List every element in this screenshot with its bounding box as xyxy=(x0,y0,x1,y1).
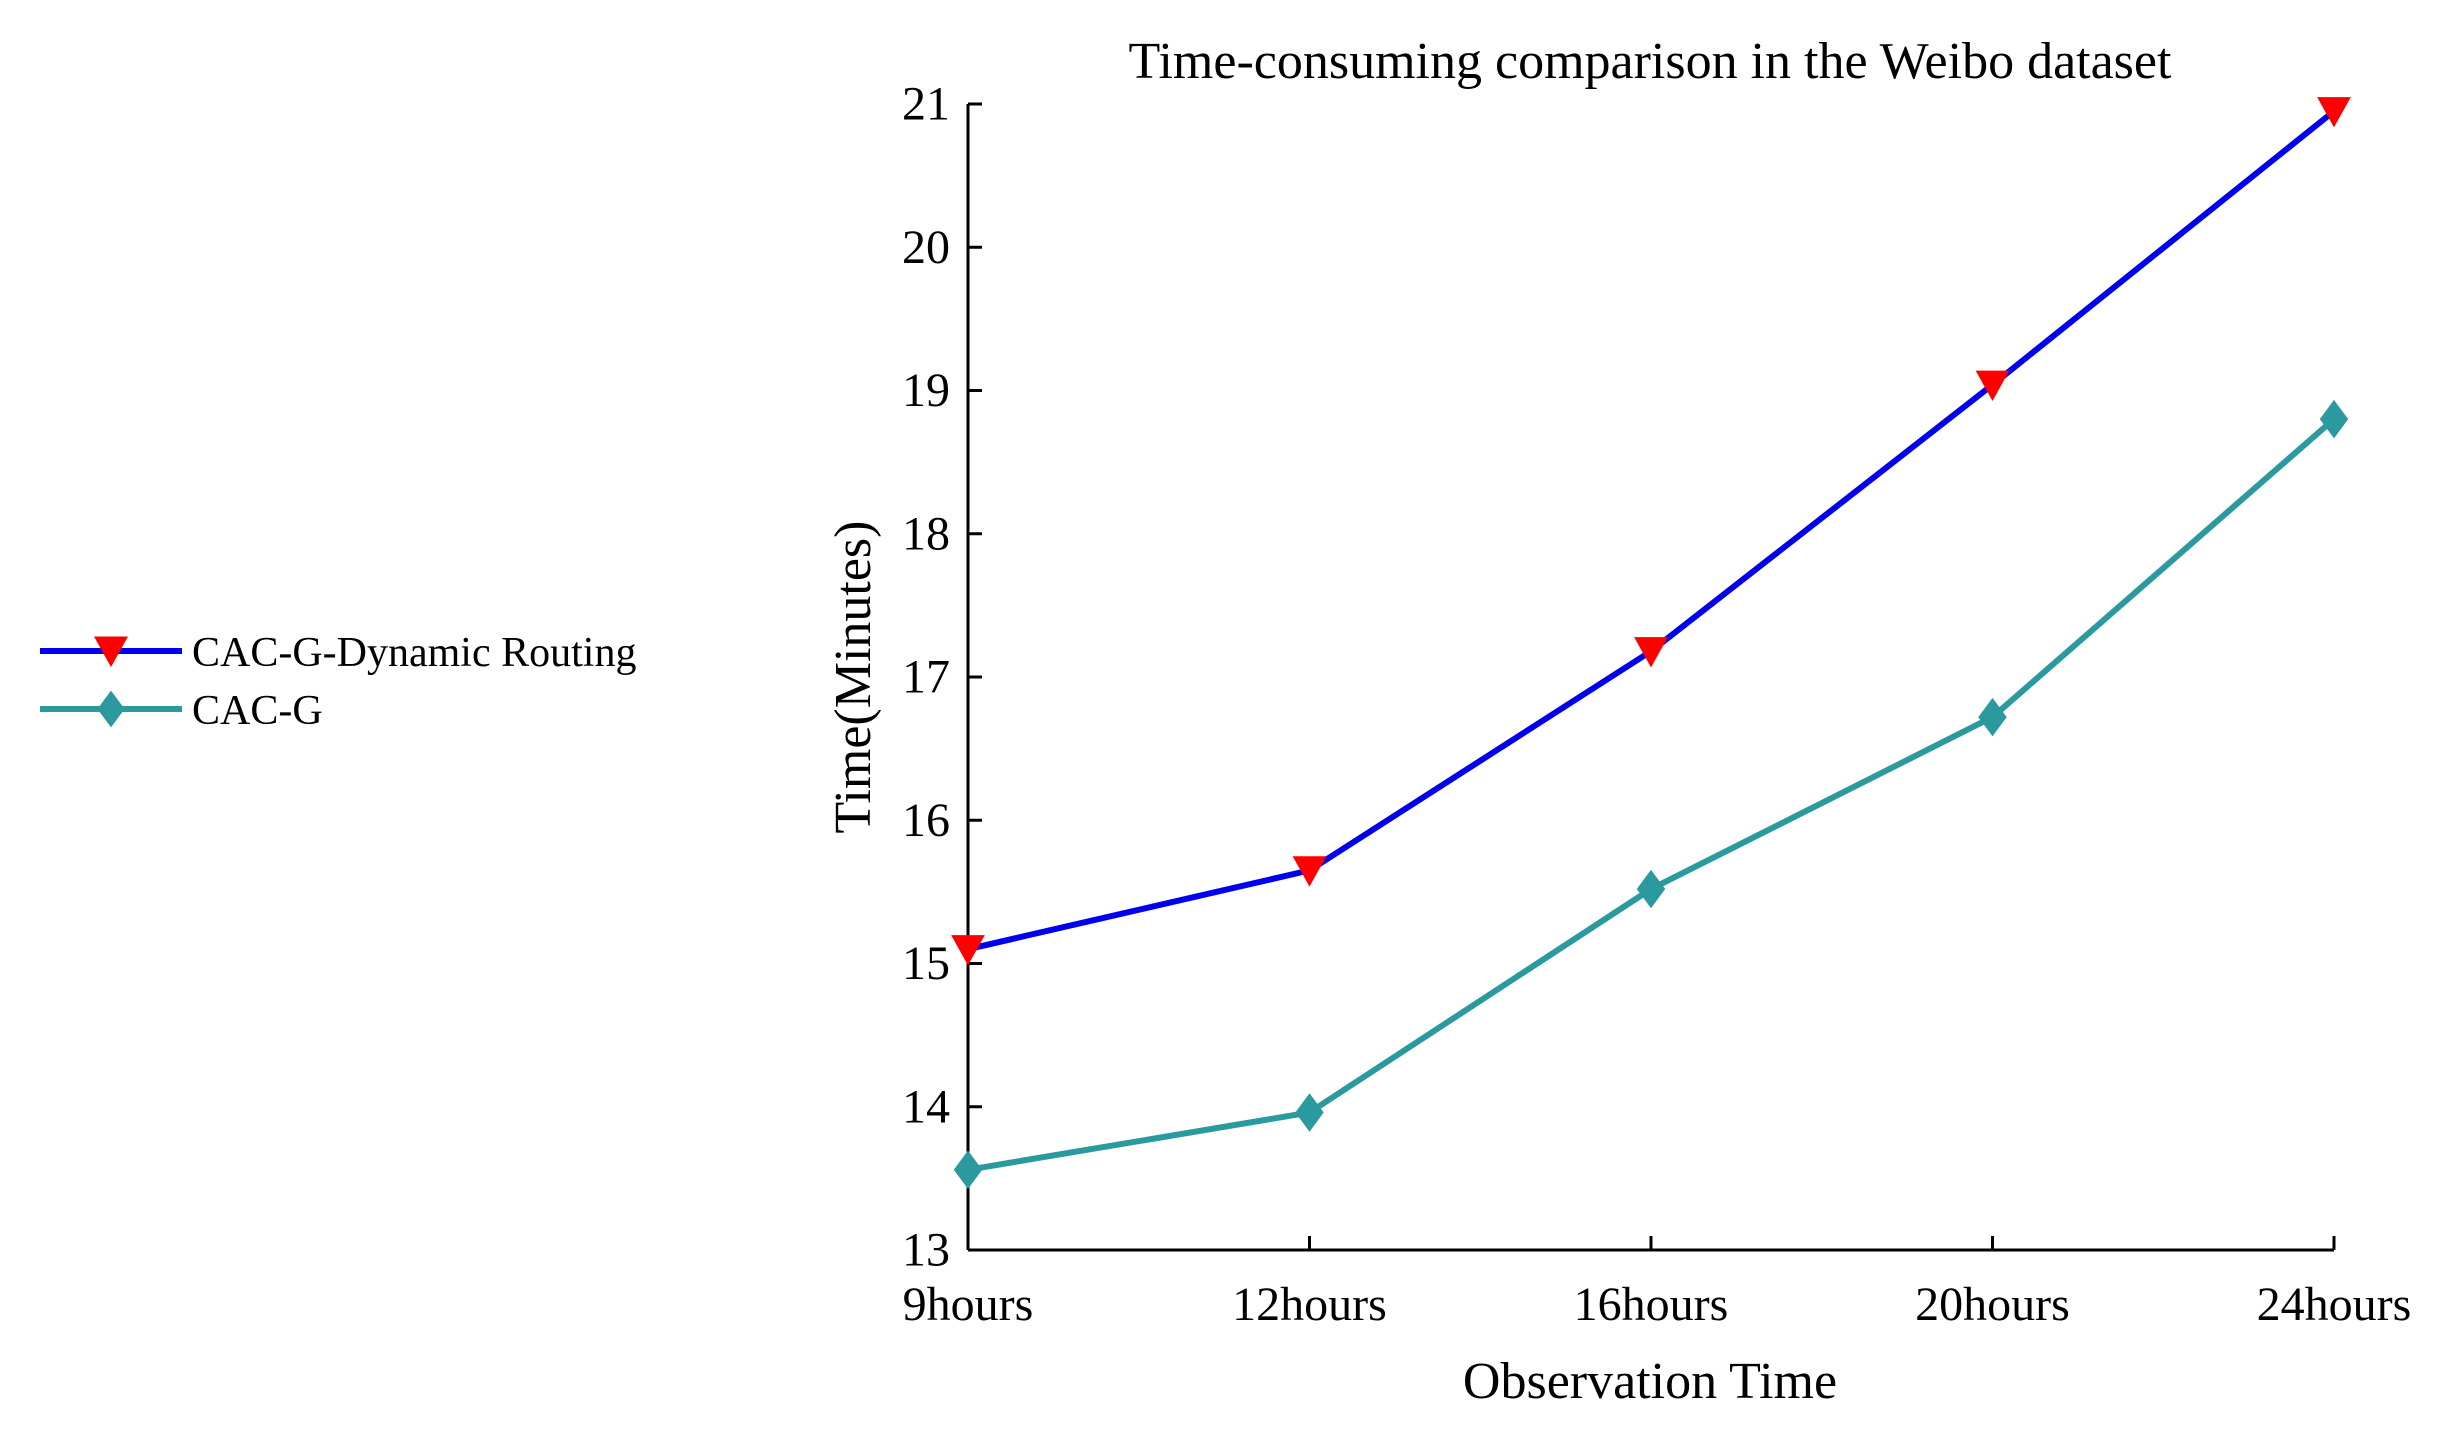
series-layer xyxy=(951,97,2351,1190)
data-point-diamond xyxy=(1295,1093,1324,1132)
y-tick-label: 15 xyxy=(902,937,950,990)
y-tick-label: 20 xyxy=(902,221,950,274)
legend-marker-diamond-icon xyxy=(97,690,125,728)
legend-label-dynamic-routing: CAC-G-Dynamic Routing xyxy=(192,630,636,676)
series-cac-g xyxy=(953,399,2349,1190)
series-dynamic-routing xyxy=(951,97,2351,966)
series-line xyxy=(967,416,2336,1173)
y-tick-label: 13 xyxy=(902,1224,950,1277)
data-point-diamond xyxy=(2319,399,2349,439)
legend-marker-triangle-icon xyxy=(94,636,128,668)
legend-label-cac-g: CAC-G xyxy=(192,688,323,734)
y-axis-label: Time(Minutes) xyxy=(825,521,882,834)
y-tick-label: 18 xyxy=(902,507,950,560)
x-axis-label: Observation Time xyxy=(1463,1353,1837,1410)
legend-entry-cac-g: CAC-G xyxy=(40,688,323,734)
legend: CAC-G-Dynamic Routing CAC-G xyxy=(40,630,636,734)
chart-title: Time-consuming comparison in the Weibo d… xyxy=(1129,33,2172,90)
y-tick-label: 19 xyxy=(902,364,950,417)
y-tick-label: 16 xyxy=(902,794,950,847)
x-tick-label: 24hours xyxy=(2257,1278,2412,1331)
data-point-triangle xyxy=(1292,856,1327,887)
y-tick-label: 21 xyxy=(902,78,950,131)
data-point-triangle xyxy=(1975,370,2010,401)
x-tick-label: 16hours xyxy=(1574,1278,1729,1331)
data-point-triangle xyxy=(1634,637,1668,668)
x-tick-label: 12hours xyxy=(1232,1278,1387,1331)
data-point-triangle xyxy=(951,935,985,966)
x-ticks: 9hours 12hours 16hours 20hours 24hours xyxy=(903,1236,2412,1331)
y-tick-label: 17 xyxy=(902,651,950,704)
x-tick-label: 20hours xyxy=(1915,1278,2070,1331)
data-point-diamond xyxy=(1978,697,2007,737)
data-point-diamond xyxy=(953,1150,983,1190)
x-tick-label: 9hours xyxy=(903,1278,1034,1331)
y-ticks: 13 14 15 16 17 18 19 20 21 xyxy=(902,78,982,1277)
legend-entry-dynamic-routing: CAC-G-Dynamic Routing xyxy=(40,630,636,676)
data-point-triangle xyxy=(2317,97,2351,128)
y-tick-label: 14 xyxy=(902,1080,950,1133)
series-line xyxy=(967,108,2336,953)
data-point-diamond xyxy=(1636,869,1666,909)
